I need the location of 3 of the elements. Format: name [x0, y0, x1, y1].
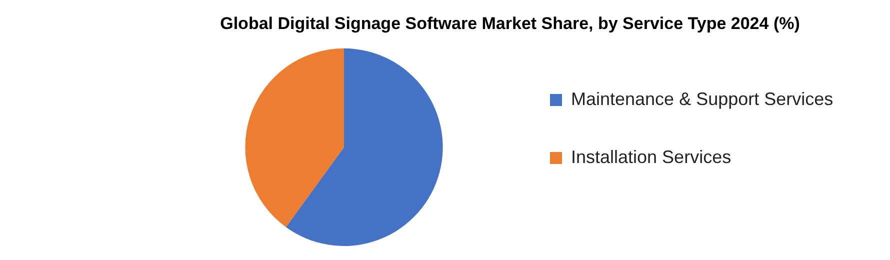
legend-label: Maintenance & Support Services [571, 88, 834, 109]
chart-title: Global Digital Signage Software Market Share, by Service Type 2024 (%) [220, 14, 800, 33]
legend-label: Installation Services [571, 146, 732, 167]
